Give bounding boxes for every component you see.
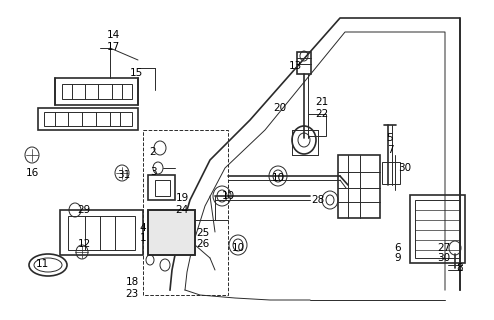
Text: 14: 14 xyxy=(106,30,120,40)
Text: 31: 31 xyxy=(118,170,130,180)
Text: 27: 27 xyxy=(437,243,451,253)
Text: 2: 2 xyxy=(150,147,156,157)
Text: 25: 25 xyxy=(197,228,209,238)
Text: 5: 5 xyxy=(387,133,393,143)
Text: 10: 10 xyxy=(231,243,245,253)
Text: 20: 20 xyxy=(274,103,287,113)
Text: 21: 21 xyxy=(315,97,329,107)
Bar xyxy=(297,52,311,74)
Bar xyxy=(410,195,465,263)
Text: 16: 16 xyxy=(25,168,39,178)
Text: 17: 17 xyxy=(106,42,120,52)
Text: 10: 10 xyxy=(271,173,285,183)
Text: 4: 4 xyxy=(140,223,146,233)
Text: 15: 15 xyxy=(129,68,143,78)
Text: 1: 1 xyxy=(140,233,146,243)
Text: 11: 11 xyxy=(36,259,48,269)
Text: 9: 9 xyxy=(395,253,401,263)
Bar xyxy=(415,200,460,258)
Polygon shape xyxy=(148,210,195,255)
Text: 29: 29 xyxy=(78,205,90,215)
Text: 23: 23 xyxy=(125,289,139,299)
Text: 3: 3 xyxy=(150,167,156,177)
Text: 6: 6 xyxy=(395,243,401,253)
Bar xyxy=(143,130,228,295)
Text: 13: 13 xyxy=(288,61,302,71)
Text: 8: 8 xyxy=(456,263,463,273)
Text: 12: 12 xyxy=(78,239,90,249)
Text: 30: 30 xyxy=(438,253,451,263)
Text: 28: 28 xyxy=(311,195,325,205)
Text: 22: 22 xyxy=(315,109,329,119)
Text: 24: 24 xyxy=(175,205,189,215)
Text: 7: 7 xyxy=(387,145,393,155)
Text: 26: 26 xyxy=(197,239,209,249)
Text: 30: 30 xyxy=(399,163,412,173)
Text: 18: 18 xyxy=(125,277,139,287)
Text: 19: 19 xyxy=(175,193,189,203)
Bar xyxy=(308,114,326,136)
Text: 10: 10 xyxy=(221,191,235,201)
Bar xyxy=(382,162,400,184)
